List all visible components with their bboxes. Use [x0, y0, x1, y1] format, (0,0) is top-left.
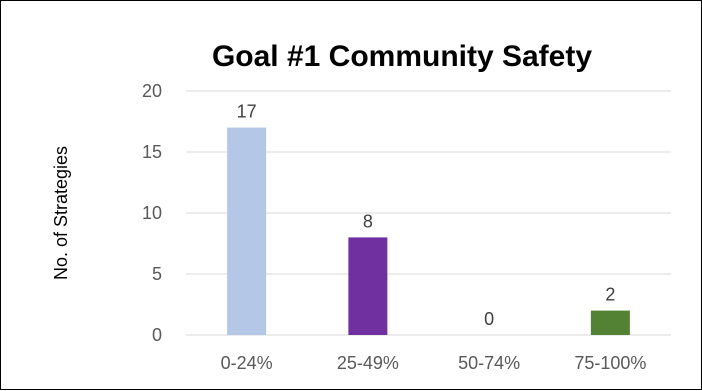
- y-tick-label-4: 20: [142, 81, 162, 101]
- data-labels: 17 8 0 2: [237, 102, 616, 329]
- category-label-0: 0-24%: [221, 353, 273, 373]
- data-label-3: 2: [605, 285, 615, 305]
- chart-title: Goal #1 Community Safety: [212, 40, 592, 73]
- y-tick-labels: 0 5 10 15 20: [142, 81, 162, 345]
- y-tick-label-2: 10: [142, 203, 162, 223]
- bar-0: [227, 127, 267, 335]
- data-label-2: 0: [484, 309, 494, 329]
- y-axis-label: No. of Strategies: [51, 146, 71, 280]
- data-label-1: 8: [363, 211, 373, 231]
- bar-1: [348, 237, 388, 335]
- y-tick-label-3: 15: [142, 142, 162, 162]
- gridlines: [186, 90, 671, 336]
- bar-3: [590, 310, 630, 335]
- category-labels: 0-24% 25-49% 50-74% 75-100%: [221, 353, 647, 373]
- data-label-0: 17: [237, 102, 257, 122]
- category-label-1: 25-49%: [337, 353, 399, 373]
- category-label-3: 75-100%: [574, 353, 646, 373]
- category-label-2: 50-74%: [458, 353, 520, 373]
- y-tick-label-0: 0: [152, 325, 162, 345]
- bars: [227, 127, 630, 335]
- y-tick-label-1: 5: [152, 264, 162, 284]
